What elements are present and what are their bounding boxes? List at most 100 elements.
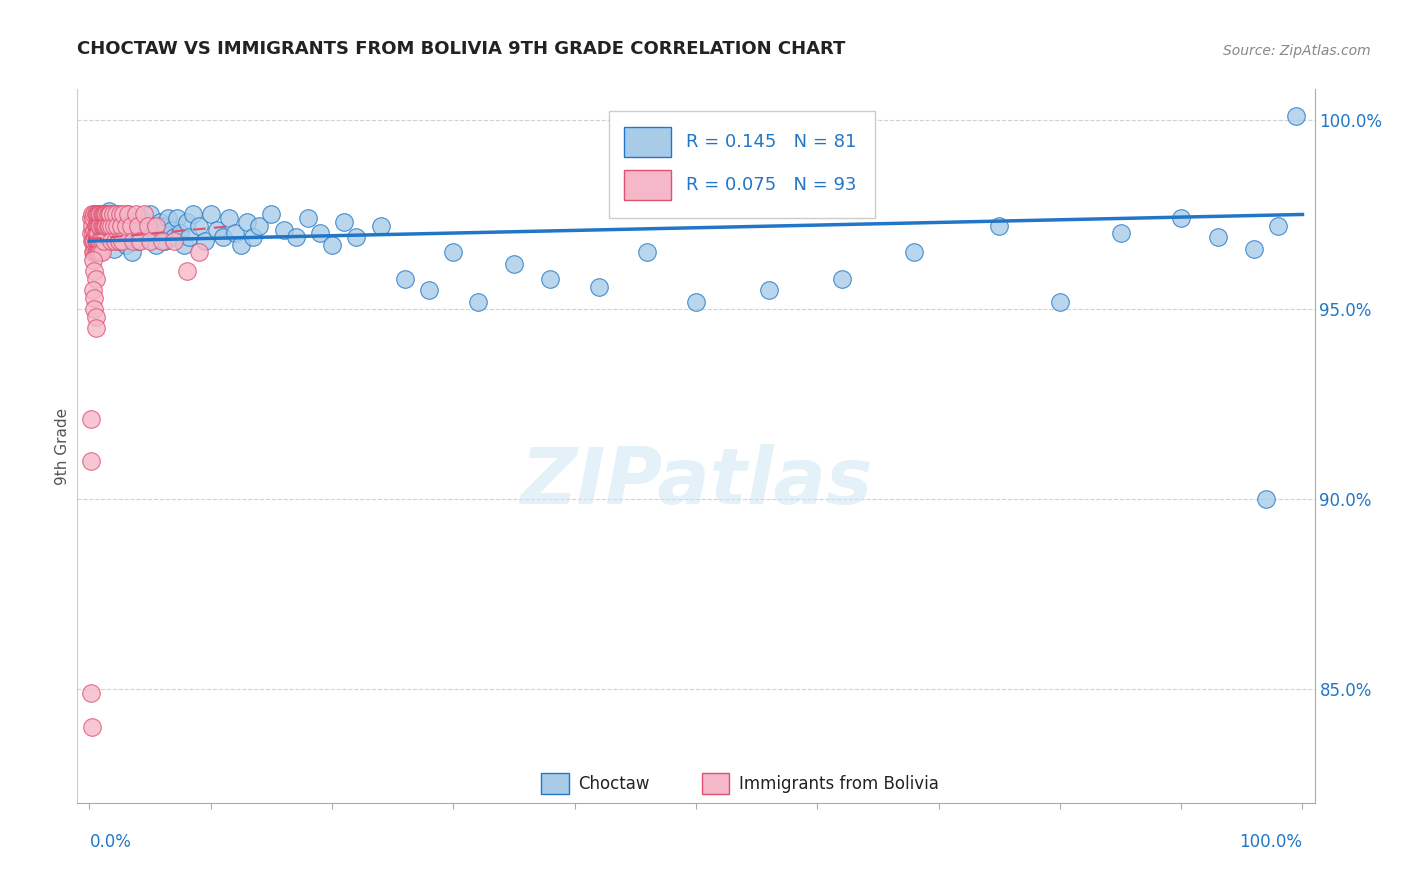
Point — [122, 234, 145, 248]
Point — [685, 294, 707, 309]
Point — [97, 219, 120, 233]
Point — [86, 234, 108, 248]
Point — [83, 302, 105, 317]
Point — [242, 230, 264, 244]
Point — [153, 234, 176, 248]
Text: Source: ZipAtlas.com: Source: ZipAtlas.com — [1223, 44, 1371, 58]
Point — [124, 215, 146, 229]
Point — [96, 207, 118, 221]
Point — [1049, 294, 1071, 309]
Point — [108, 222, 131, 236]
Point — [229, 237, 252, 252]
Point — [82, 252, 104, 267]
Point — [82, 284, 104, 298]
Point — [93, 234, 115, 248]
Point — [87, 227, 110, 241]
Point — [93, 234, 115, 248]
Y-axis label: 9th Grade: 9th Grade — [55, 408, 70, 484]
Point — [110, 219, 132, 233]
Point — [117, 207, 139, 221]
Point — [136, 219, 159, 233]
Point — [82, 211, 104, 226]
Point — [89, 245, 111, 260]
Point — [157, 211, 180, 226]
Point — [86, 227, 108, 241]
Point — [105, 207, 128, 221]
Point — [83, 207, 105, 221]
Point — [84, 207, 107, 221]
Point — [101, 207, 124, 221]
Point — [177, 230, 200, 244]
Point — [103, 215, 125, 229]
Point — [418, 284, 440, 298]
Point — [100, 219, 122, 233]
Text: 100.0%: 100.0% — [1240, 833, 1302, 851]
Point — [97, 211, 120, 226]
Point — [97, 203, 120, 218]
Point — [1285, 109, 1308, 123]
Point — [97, 219, 120, 233]
Point — [247, 219, 270, 233]
Point — [84, 227, 107, 241]
Point — [260, 207, 283, 221]
Point — [121, 245, 143, 260]
Point — [176, 264, 198, 278]
Point — [79, 211, 101, 226]
Point — [89, 219, 111, 233]
Point — [166, 211, 188, 226]
Point — [112, 211, 135, 226]
Point — [97, 207, 120, 221]
Point — [173, 237, 195, 252]
Point — [89, 207, 111, 221]
Point — [129, 211, 152, 226]
Point — [82, 245, 104, 260]
Point — [187, 245, 209, 260]
Point — [176, 215, 198, 229]
Point — [111, 234, 134, 248]
Text: 0.0%: 0.0% — [90, 833, 131, 851]
Point — [127, 219, 149, 233]
Point — [187, 219, 209, 233]
Point — [94, 219, 117, 233]
Point — [124, 207, 146, 221]
Point — [89, 219, 111, 233]
Point — [96, 219, 118, 233]
Point — [273, 222, 295, 236]
Point — [89, 234, 111, 248]
Point — [80, 207, 103, 221]
Point — [112, 207, 135, 221]
Text: R = 0.075   N = 93: R = 0.075 N = 93 — [686, 176, 856, 194]
Point — [89, 207, 111, 221]
Point — [831, 272, 853, 286]
Bar — [702, 772, 730, 794]
Point — [89, 234, 111, 248]
Point — [200, 207, 222, 221]
Point — [79, 227, 101, 241]
Point — [758, 284, 780, 298]
Point — [90, 207, 112, 221]
Point — [105, 207, 128, 221]
Bar — [609, 111, 876, 218]
Point — [636, 245, 658, 260]
Point — [224, 227, 246, 241]
Point — [160, 222, 183, 236]
Bar — [541, 772, 568, 794]
Point — [104, 234, 127, 248]
Point — [108, 234, 131, 248]
Point — [80, 219, 103, 233]
Point — [90, 245, 112, 260]
Point — [89, 207, 111, 221]
Point — [97, 207, 120, 221]
Point — [87, 207, 110, 221]
Point — [169, 227, 191, 241]
Point — [105, 219, 128, 233]
Point — [86, 219, 108, 233]
Point — [903, 245, 925, 260]
Point — [80, 720, 103, 734]
Point — [588, 279, 610, 293]
Bar — [624, 127, 671, 157]
Point — [145, 237, 167, 252]
Point — [100, 234, 122, 248]
Point — [94, 207, 117, 221]
Point — [90, 219, 112, 233]
